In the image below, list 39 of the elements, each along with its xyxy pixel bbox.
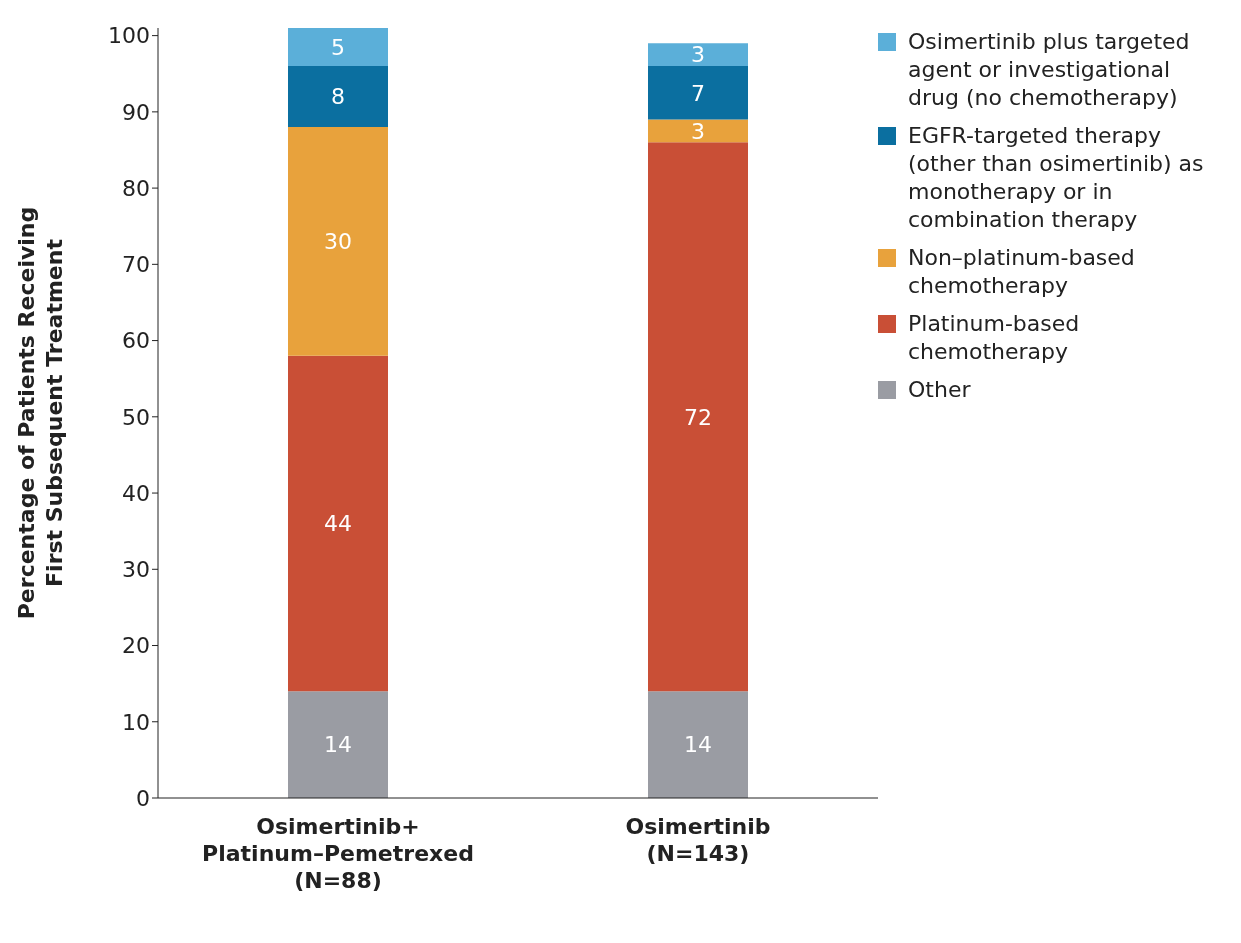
data-label: 3 xyxy=(691,42,705,68)
y-tick-label: 70 xyxy=(122,252,150,278)
data-label: 7 xyxy=(691,80,705,106)
bar xyxy=(288,127,388,356)
data-label: 5 xyxy=(331,34,345,60)
legend-label: Platinum-based chemotherapy xyxy=(908,310,1081,366)
x-tick-label: Osimertinib+ Platinum–Pemetrexed (N=88) xyxy=(202,814,474,893)
legend-label: Osimertinib plus targeted agent or investigational drug (no chemotherapy) xyxy=(908,28,1191,112)
legend-label: Other xyxy=(908,376,971,404)
data-label: 44 xyxy=(324,511,352,537)
data-label: 72 xyxy=(684,404,712,430)
bar xyxy=(648,43,748,67)
data-label: 30 xyxy=(324,229,352,255)
data-label: 14 xyxy=(324,732,352,758)
y-tick-label: 40 xyxy=(122,480,150,506)
y-axis-title: Percentage of Patients Receiving First Subsequent Treatment xyxy=(14,206,67,620)
y-tick-label: 60 xyxy=(122,328,150,354)
data-label: 14 xyxy=(684,732,712,758)
y-tick-label: 50 xyxy=(122,404,150,430)
y-tick-label: 100 xyxy=(108,23,150,49)
y-tick-label: 90 xyxy=(122,99,150,125)
y-tick-label: 10 xyxy=(122,709,150,735)
legend-label: EGFR-targeted therapy (other than osimertinib) as monotherapy or in combination therapy xyxy=(908,122,1205,234)
bar xyxy=(648,119,748,143)
bar xyxy=(288,66,388,128)
legend-label: Non–platinum-based chemotherapy xyxy=(908,244,1136,300)
data-label: 3 xyxy=(691,118,705,144)
bar xyxy=(648,142,748,692)
x-tick-label: Osimertinib (N=143) xyxy=(625,814,771,866)
data-label: 8 xyxy=(331,84,345,110)
y-tick-label: 0 xyxy=(136,785,150,811)
y-tick-label: 80 xyxy=(122,175,150,201)
y-tick-label: 30 xyxy=(122,557,150,583)
bar xyxy=(648,691,748,798)
bar xyxy=(648,66,748,120)
y-tick-label: 20 xyxy=(122,633,150,659)
bar xyxy=(288,355,388,692)
bar xyxy=(288,691,388,798)
bar xyxy=(288,28,388,67)
